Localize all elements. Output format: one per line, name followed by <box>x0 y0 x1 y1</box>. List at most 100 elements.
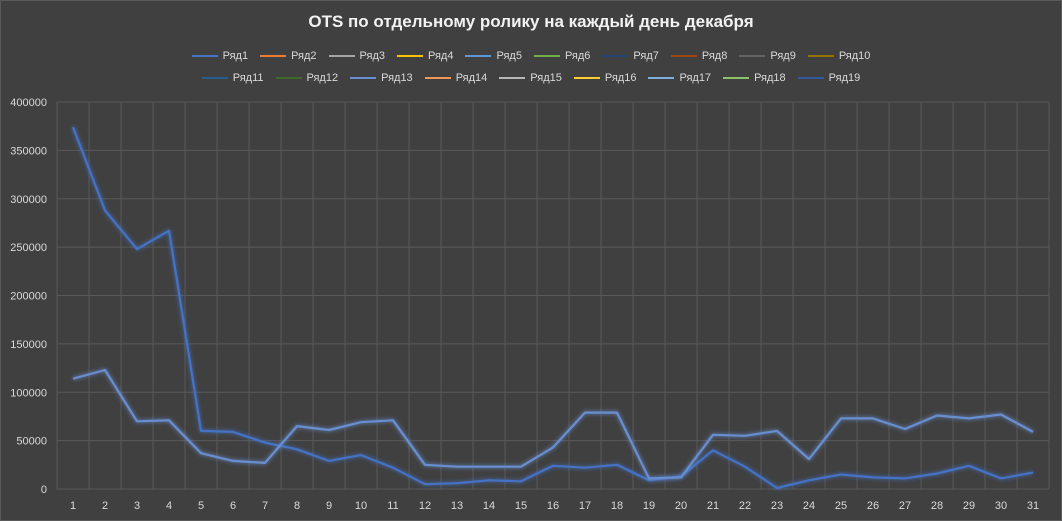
legend-item: Ряд16 <box>573 72 637 84</box>
legend-item: Ряд10 <box>807 50 871 62</box>
legend-swatch <box>275 77 302 79</box>
y-tick-label: 250000 <box>10 242 47 254</box>
x-tick-label: 17 <box>579 500 591 512</box>
legend-label: Ряд2 <box>291 50 317 62</box>
legend-item: Ряд13 <box>350 72 413 84</box>
x-tick-label: 15 <box>515 500 527 512</box>
x-tick-label: 29 <box>963 500 975 512</box>
legend-label: Ряд14 <box>455 72 488 84</box>
chart-title: OTS по отдельному ролику на каждый день … <box>308 12 754 31</box>
legend-swatch <box>602 55 629 57</box>
legend-row: Ряд11 Ряд12 Ряд13 Ряд14 Ряд15 Ряд16 Ряд17 Ряд18… <box>1 67 1061 89</box>
x-tick-label: 13 <box>451 500 463 512</box>
x-tick-label: 23 <box>771 500 783 512</box>
x-tick-label: 5 <box>198 500 204 512</box>
legend-label: Ряд8 <box>701 50 728 62</box>
legend-item: Ряд19 <box>797 72 860 84</box>
legend-item: Ряд4 <box>397 50 453 62</box>
x-tick-label: 8 <box>294 500 300 512</box>
x-tick-label: 2 <box>102 500 108 512</box>
legend-label: Ряд13 <box>381 72 413 84</box>
y-tick-label: 300000 <box>10 194 47 206</box>
x-tick-label: 19 <box>643 500 655 512</box>
legend-item: Ряд6 <box>533 50 591 62</box>
series-line-Ряд1 <box>71 126 1034 490</box>
legend-swatch <box>533 55 560 57</box>
x-tick-label: 7 <box>262 500 268 512</box>
x-tick-label: 18 <box>611 500 623 512</box>
legend-swatch <box>424 77 451 79</box>
legend-label: Ряд16 <box>604 72 637 84</box>
legend-swatch <box>328 55 355 57</box>
y-tick-label: 200000 <box>10 291 47 303</box>
legend-item: Ряд8 <box>670 50 728 62</box>
legend-swatch <box>807 55 834 57</box>
legend-item: Ряд17 <box>648 72 711 84</box>
legend-label: Ряд10 <box>838 50 871 62</box>
legend-label: Ряд3 <box>359 50 385 62</box>
y-tick-label: 150000 <box>10 339 47 351</box>
y-tick-label: 350000 <box>10 145 47 157</box>
legend-item: Ряд15 <box>499 72 562 84</box>
x-tick-label: 30 <box>995 500 1007 512</box>
legend-swatch <box>201 77 228 79</box>
x-tick-label: 9 <box>326 500 332 512</box>
x-tick-label: 26 <box>867 500 879 512</box>
x-tick-label: 12 <box>419 500 431 512</box>
x-tick-label: 16 <box>547 500 559 512</box>
y-tick-label: 400000 <box>10 97 47 109</box>
x-tick-label: 1 <box>70 500 76 512</box>
x-tick-label: 22 <box>739 500 751 512</box>
x-tick-label: 11 <box>387 500 398 512</box>
legend-label: Ряд6 <box>564 50 591 62</box>
x-tick-label: 3 <box>134 500 140 512</box>
x-tick-label: 31 <box>1027 500 1039 512</box>
series-line-Ряд13 <box>72 368 1034 480</box>
x-tick-label: 24 <box>803 500 815 512</box>
legend-swatch <box>739 55 766 57</box>
legend-item: Ряд2 <box>260 50 317 62</box>
legend-label: Ряд9 <box>770 50 796 62</box>
legend-swatch <box>260 55 287 57</box>
x-tick-label: 14 <box>483 500 495 512</box>
legend-item: Ряд1 <box>191 50 249 62</box>
legend-label: Ряд1 <box>222 50 249 62</box>
legend-label: Ряд7 <box>633 50 659 62</box>
legend-item: Ряд9 <box>739 50 796 62</box>
x-tick-label: 10 <box>355 500 367 512</box>
legend-item: Ряд5 <box>465 50 522 62</box>
legend: Ряд1 Ряд2 Ряд3 Ряд4 Ряд5 Ряд6 Ряд7 Ряд8 Ряд9 Ряд1… <box>1 45 1061 89</box>
legend-label: Ряд12 <box>306 72 339 84</box>
legend-item: Ряд14 <box>424 72 488 84</box>
legend-swatch <box>499 77 526 79</box>
legend-item: Ряд18 <box>723 72 786 84</box>
x-tick-label: 28 <box>931 500 943 512</box>
legend-swatch <box>573 77 600 79</box>
x-tick-label: 27 <box>899 500 911 512</box>
y-tick-label: 50000 <box>16 436 47 448</box>
legend-item: Ряд11 <box>201 72 264 84</box>
legend-item: Ряд3 <box>328 50 385 62</box>
x-tick-label: 4 <box>166 500 172 512</box>
x-tick-label: 20 <box>675 500 687 512</box>
y-tick-label: 100000 <box>10 387 47 399</box>
legend-label: Ряд15 <box>530 72 562 84</box>
legend-swatch <box>723 77 750 79</box>
legend-swatch <box>648 77 675 79</box>
x-tick-label: 6 <box>230 500 236 512</box>
legend-item: Ряд12 <box>275 72 339 84</box>
legend-swatch <box>670 55 697 57</box>
legend-swatch <box>397 55 423 57</box>
y-tick-label: 0 <box>41 484 47 496</box>
legend-label: Ряд4 <box>428 50 454 62</box>
legend-row: Ряд1 Ряд2 Ряд3 Ряд4 Ряд5 Ряд6 Ряд7 Ряд8 Ряд9 Ряд1… <box>1 45 1061 67</box>
legend-label: Ряд5 <box>496 50 522 62</box>
legend-item: Ряд7 <box>602 50 659 62</box>
legend-swatch <box>797 77 824 79</box>
x-tick-label: 21 <box>707 500 719 512</box>
legend-label: Ряд18 <box>754 72 786 84</box>
legend-swatch <box>191 55 218 57</box>
legend-swatch <box>350 77 377 79</box>
